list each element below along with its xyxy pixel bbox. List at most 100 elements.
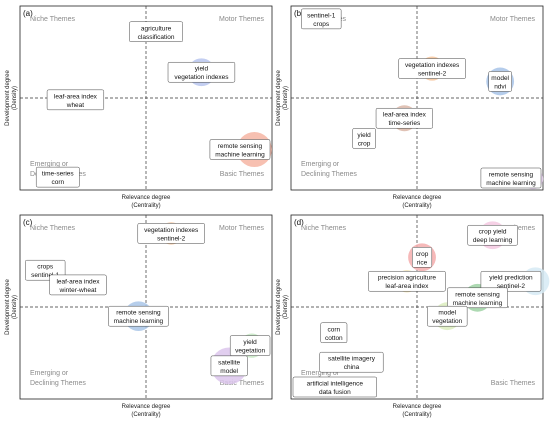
- theme-label-text: remote sensing: [489, 172, 534, 179]
- theme-label-box: [447, 287, 508, 309]
- theme-label-box: [480, 167, 542, 189]
- theme-label: satellite model: [210, 355, 248, 377]
- quadrant-label-declining: Declining Themes: [301, 171, 357, 178]
- theme-label-text: remote sensing: [455, 291, 500, 298]
- theme-label: remote sensing machine learning: [209, 139, 271, 160]
- theme-label-box: [137, 223, 205, 244]
- x-axis-sublabel: (Centrality): [402, 412, 431, 418]
- quadrant-label-niche: Niche Themes: [30, 16, 76, 23]
- theme-label: corn cotton: [320, 322, 348, 344]
- panel-label: (b): [294, 9, 304, 18]
- quadrant-label-emerging: Emerging or: [30, 161, 69, 168]
- theme-label-text: ndvi: [494, 83, 506, 90]
- theme-label-box: [488, 71, 512, 92]
- y-axis-sublabel: (Density): [283, 295, 289, 319]
- theme-label-text: machine learning: [453, 300, 503, 307]
- x-axis-label: Relevance degree: [122, 404, 171, 410]
- theme-label-text: machine learning: [114, 318, 164, 325]
- theme-label-text: winter-wheat: [59, 287, 97, 294]
- theme-label-text: agriculture: [141, 25, 172, 32]
- theme-label-text: sentinel-2: [157, 235, 186, 242]
- x-axis-sublabel: (Centrality): [131, 412, 160, 418]
- theme-label-text: classification: [138, 34, 175, 41]
- x-axis-sublabel: (Centrality): [402, 203, 431, 209]
- theme-label-text: sentinel-2: [497, 283, 526, 290]
- theme-label-text: remote sensing: [218, 143, 263, 150]
- theme-label-text: sentinel-1: [307, 12, 336, 19]
- panel-1: (a)Niche Themes Motor Themes Emerging or De…: [5, 5, 273, 209]
- theme-label-text: vegetation indexes: [174, 74, 229, 81]
- x-axis-label: Relevance degree: [393, 195, 442, 201]
- quadrant-label-emerging: Emerging or: [301, 370, 340, 377]
- theme-label-text: leaf-area index: [385, 283, 429, 290]
- quadrant-label-emerging: Emerging or: [301, 161, 340, 168]
- theme-label-text: china: [344, 364, 360, 371]
- y-axis-label: Development degree: [276, 69, 282, 125]
- theme-label-text: model: [220, 368, 238, 375]
- theme-label-text: sentinel-1: [31, 272, 60, 279]
- quadrant-label-basic: Basic Themes: [220, 171, 265, 178]
- theme-label-text: artificial intelligence: [307, 381, 364, 388]
- x-axis-sublabel: (Centrality): [131, 203, 160, 209]
- y-axis-sublabel: (Density): [12, 86, 18, 110]
- theme-label-text: precision agriculture: [378, 275, 437, 282]
- quadrant-label-basic: Basic Themes: [220, 380, 265, 387]
- quadrant-label-emerging: Emerging or: [30, 370, 69, 377]
- theme-label-box: [108, 305, 169, 327]
- theme-label-box: [398, 58, 466, 79]
- theme-label-box: [292, 376, 377, 398]
- theme-label-box: [352, 128, 376, 149]
- theme-label-text: time-series: [42, 171, 75, 178]
- theme-label: vegetation indexes sentinel-2: [398, 58, 466, 79]
- theme-label-text: yield: [195, 66, 209, 73]
- x-axis-label: Relevance degree: [122, 195, 171, 201]
- y-axis-sublabel: (Density): [283, 86, 289, 110]
- theme-label-text: vegetation: [432, 318, 462, 325]
- theme-label-text: yield: [357, 132, 371, 139]
- quadrant-label-motor: Motor Themes: [219, 16, 264, 23]
- theme-label-box: [319, 351, 384, 373]
- theme-label-text: deep learning: [473, 237, 513, 244]
- theme-label-text: yield prediction: [489, 275, 533, 282]
- x-axis-label: Relevance degree: [393, 404, 442, 410]
- theme-label-text: machine learning: [215, 152, 265, 159]
- theme-label-text: vegetation indexes: [405, 62, 460, 69]
- theme-label-box: [46, 89, 105, 111]
- theme-label-box: [129, 21, 183, 43]
- quadrant-label-niche: Niche Themes: [30, 225, 76, 232]
- y-axis-sublabel: (Density): [12, 295, 18, 319]
- theme-label-text: model: [491, 75, 509, 82]
- theme-label: sentinel-1 crops: [301, 8, 342, 30]
- y-axis-label: Development degree: [5, 278, 11, 334]
- theme-label-text: leaf-area index: [383, 112, 427, 119]
- quadrant-label-motor: Motor Themes: [219, 225, 264, 232]
- panel-label: (d): [294, 218, 304, 227]
- quadrant-label-basic: Basic Themes: [491, 380, 536, 387]
- theme-label-text: model: [438, 310, 456, 317]
- theme-label-box: [412, 247, 433, 268]
- theme-label-text: satellite: [218, 359, 240, 366]
- theme-label-box: [210, 355, 248, 377]
- theme-label-box: [209, 139, 271, 160]
- theme-label-box: [375, 107, 433, 129]
- y-axis-label: Development degree: [5, 69, 11, 125]
- theme-label-text: crop: [416, 251, 429, 258]
- theme-label-text: remote sensing: [116, 310, 161, 317]
- theme-label-text: sentinel-2: [418, 71, 447, 78]
- theme-label-text: crops: [313, 21, 330, 28]
- theme-label-box: [480, 270, 542, 292]
- y-axis-label: Development degree: [276, 278, 282, 334]
